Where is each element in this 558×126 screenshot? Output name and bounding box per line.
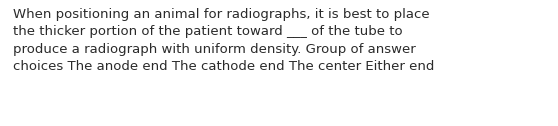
Text: When positioning an animal for radiographs, it is best to place
the thicker port: When positioning an animal for radiograp… xyxy=(13,8,434,73)
